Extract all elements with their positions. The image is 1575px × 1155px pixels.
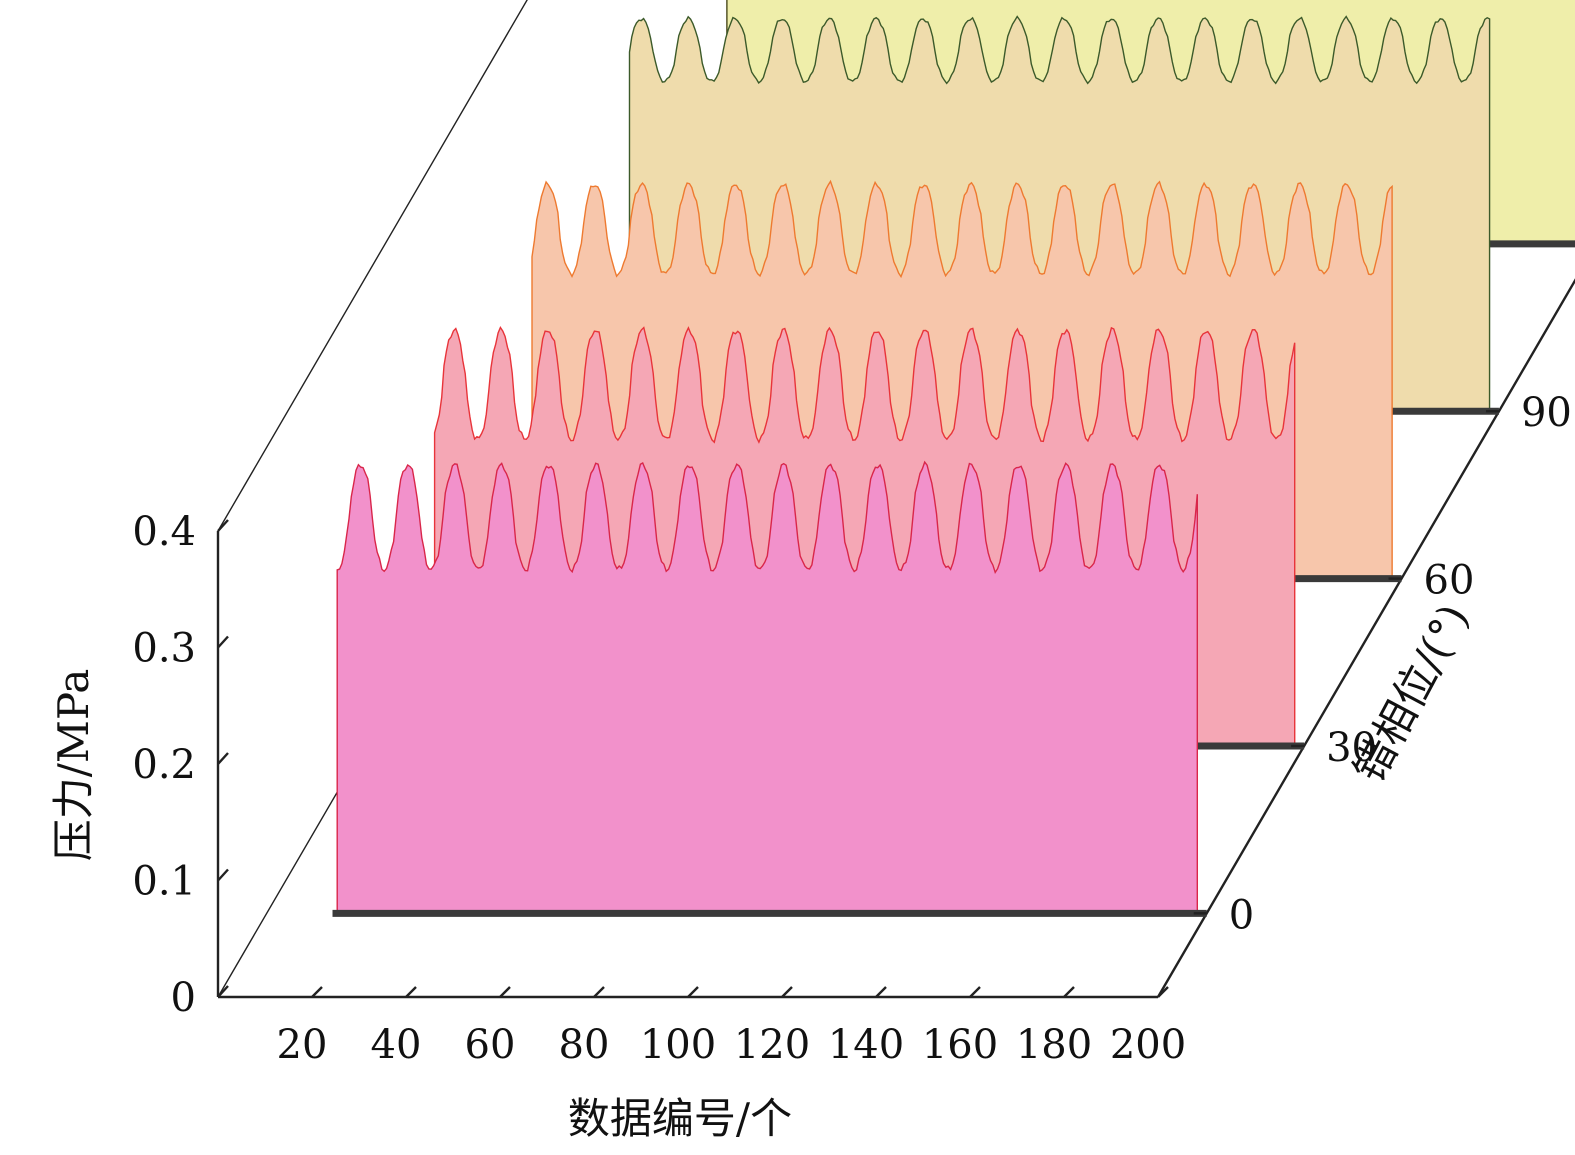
x-tick bbox=[499, 986, 511, 998]
x-tick-label: 140 bbox=[828, 1022, 904, 1068]
x-tick bbox=[875, 986, 887, 998]
tick-labels: 20 40 60 80 100 120 140 160 180 200 0 0.1 0.2 0.3 0.4 0… bbox=[132, 390, 1572, 1068]
y-tick-label: 0.4 bbox=[132, 509, 196, 555]
x-tick-label: 160 bbox=[922, 1022, 998, 1068]
x-tick bbox=[311, 986, 323, 998]
z-tick-label: 90 bbox=[1521, 390, 1572, 436]
z-tick-label: 30 bbox=[1326, 725, 1377, 771]
y-tick-label: 0.3 bbox=[132, 626, 196, 672]
y-tick-label: 0 bbox=[171, 975, 196, 1021]
series-ribbons bbox=[332, 0, 1575, 917]
frame-line bbox=[217, 0, 528, 532]
x-tick bbox=[405, 986, 417, 998]
y-tick bbox=[217, 635, 229, 649]
z-axis-title: 错相位/(°) bbox=[1344, 596, 1478, 790]
x-tick-label: 200 bbox=[1110, 1022, 1186, 1068]
x-tick bbox=[593, 986, 605, 998]
x-tick bbox=[1157, 986, 1169, 998]
x-axis-title: 数据编号/个 bbox=[568, 1094, 792, 1143]
x-tick-label: 80 bbox=[559, 1022, 610, 1068]
x-tick-label: 20 bbox=[277, 1022, 328, 1068]
x-tick-label: 120 bbox=[734, 1022, 810, 1068]
x-tick bbox=[781, 986, 793, 998]
x-tick bbox=[1063, 986, 1075, 998]
ribbon-0 bbox=[336, 460, 1199, 915]
x-tick-label: 40 bbox=[371, 1022, 422, 1068]
z-tick-label: 60 bbox=[1424, 558, 1475, 604]
frame-line bbox=[1156, 278, 1575, 998]
x-tick-label: 100 bbox=[640, 1022, 716, 1068]
x-tick bbox=[969, 986, 981, 998]
y-tick bbox=[217, 752, 229, 765]
y-tick-label: 0.1 bbox=[132, 859, 196, 905]
y-tick bbox=[217, 519, 229, 532]
y-tick bbox=[217, 868, 229, 882]
x-tick-label: 60 bbox=[465, 1022, 516, 1068]
y-tick bbox=[217, 985, 229, 998]
y-tick-label: 0.2 bbox=[132, 742, 196, 788]
x-tick-label: 180 bbox=[1016, 1022, 1092, 1068]
y-axis-title: 压力/MPa bbox=[49, 669, 98, 862]
x-tick bbox=[687, 986, 699, 998]
z-tick-label: 0 bbox=[1229, 892, 1254, 938]
tick-marks bbox=[217, 410, 1499, 998]
